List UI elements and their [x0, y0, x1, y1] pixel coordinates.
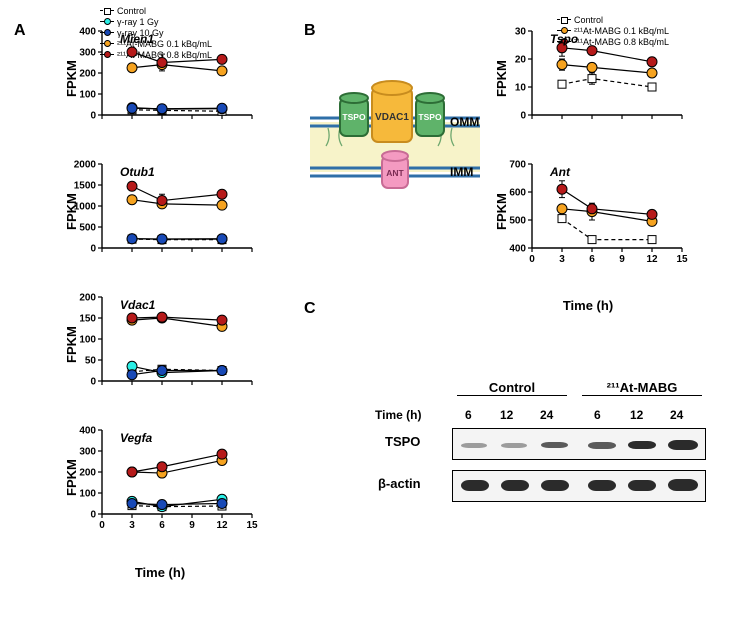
svg-text:1500: 1500: [74, 181, 97, 192]
svg-text:6: 6: [159, 520, 165, 531]
svg-text:Ant: Ant: [549, 165, 571, 179]
svg-text:100: 100: [79, 489, 96, 500]
svg-text:0: 0: [529, 254, 535, 265]
chart-vegfa: 010020030040003691215VegfaFPKM: [68, 424, 258, 532]
svg-text:15: 15: [246, 520, 258, 531]
svg-text:100: 100: [79, 90, 96, 101]
chart-otub1: 0500100015002000Otub1FPKM: [68, 158, 258, 266]
svg-text:300: 300: [79, 48, 96, 59]
wb-time-1: 12: [500, 408, 513, 422]
ylabel-Tspo: FPKM: [494, 60, 509, 97]
panel-b-label: B: [304, 22, 316, 40]
omm-label: OMM: [450, 115, 479, 129]
svg-text:400: 400: [509, 244, 526, 255]
svg-text:200: 200: [79, 293, 96, 304]
diagram-tspo-left-label: TSPO: [342, 112, 366, 122]
ylabel-Ant: FPKM: [494, 193, 509, 230]
svg-text:2000: 2000: [74, 160, 97, 171]
svg-text:Vdac1: Vdac1: [120, 298, 156, 312]
svg-text:150: 150: [79, 314, 96, 325]
diagram-tspo-right-label: TSPO: [418, 112, 442, 122]
chart-tspo: 0102030TspoFPKM: [498, 25, 688, 133]
svg-text:12: 12: [216, 520, 228, 531]
axis-x-label-a: Time (h): [130, 565, 190, 580]
svg-text:500: 500: [79, 223, 96, 234]
svg-text:0: 0: [520, 111, 526, 122]
diagram-ant-label: ANT: [386, 168, 404, 178]
membrane-diagram: VDAC1 TSPO TSPO ANT: [310, 70, 480, 220]
panel-c-label: C: [304, 300, 316, 318]
svg-text:500: 500: [509, 216, 526, 227]
svg-text:200: 200: [79, 468, 96, 479]
diagram-vdac-label: VDAC1: [375, 112, 409, 123]
svg-text:300: 300: [79, 447, 96, 458]
svg-text:3: 3: [129, 520, 135, 531]
legend-item-ctrl: Control: [557, 15, 669, 25]
svg-text:0: 0: [99, 520, 105, 531]
svg-text:0: 0: [90, 111, 96, 122]
svg-text:12: 12: [646, 254, 658, 265]
svg-text:9: 9: [619, 254, 625, 265]
svg-text:0: 0: [90, 510, 96, 521]
wb-actin-label: β-actin: [378, 476, 421, 491]
figure-root: { "labels": { "A": "A", "B": "B", "C": "…: [0, 0, 729, 618]
chart-vdac1: 050100150200Vdac1FPKM: [68, 291, 258, 399]
wb-time-5: 24: [670, 408, 683, 422]
svg-text:700: 700: [509, 160, 526, 171]
ylabel-Mien1: FPKM: [64, 60, 79, 97]
axis-x-label-b: Time (h): [558, 298, 618, 313]
wb-time-label: Time (h): [375, 408, 421, 422]
svg-text:3: 3: [559, 254, 565, 265]
svg-text:Mien1: Mien1: [120, 32, 154, 46]
svg-text:20: 20: [515, 55, 527, 66]
panel-a-label: A: [14, 22, 26, 40]
imm-label: IMM: [450, 165, 473, 179]
legend-item-ctrl: Control: [100, 6, 212, 16]
svg-text:Tspo: Tspo: [550, 32, 578, 46]
svg-text:10: 10: [515, 83, 527, 94]
svg-text:200: 200: [79, 69, 96, 80]
wb-control-label: Control: [457, 380, 567, 396]
western-blot: Control ²¹¹At-MABG Time (h) 6 12 24 6 12…: [360, 380, 710, 512]
wb-time-3: 6: [594, 408, 601, 422]
ylabel-Vegfa: FPKM: [64, 459, 79, 496]
chart-ant: 40050060070003691215AntFPKM: [498, 158, 688, 266]
wb-treat-label: ²¹¹At-MABG: [582, 380, 702, 396]
wb-time-0: 6: [465, 408, 472, 422]
svg-text:100: 100: [79, 335, 96, 346]
svg-text:400: 400: [79, 27, 96, 38]
svg-text:600: 600: [509, 188, 526, 199]
ylabel-Vdac1: FPKM: [64, 326, 79, 363]
svg-text:50: 50: [85, 356, 97, 367]
wb-tspo-label: TSPO: [385, 434, 420, 449]
svg-text:30: 30: [515, 27, 527, 38]
svg-text:Otub1: Otub1: [120, 165, 155, 179]
svg-text:9: 9: [189, 520, 195, 531]
svg-text:400: 400: [79, 426, 96, 437]
ylabel-Otub1: FPKM: [64, 193, 79, 230]
wb-time-4: 12: [630, 408, 643, 422]
svg-text:0: 0: [90, 377, 96, 388]
svg-text:6: 6: [589, 254, 595, 265]
svg-text:0: 0: [90, 244, 96, 255]
svg-text:15: 15: [676, 254, 688, 265]
wb-time-2: 24: [540, 408, 553, 422]
svg-text:Vegfa: Vegfa: [120, 431, 153, 445]
chart-mien1: 0100200300400Mien1FPKM: [68, 25, 258, 133]
